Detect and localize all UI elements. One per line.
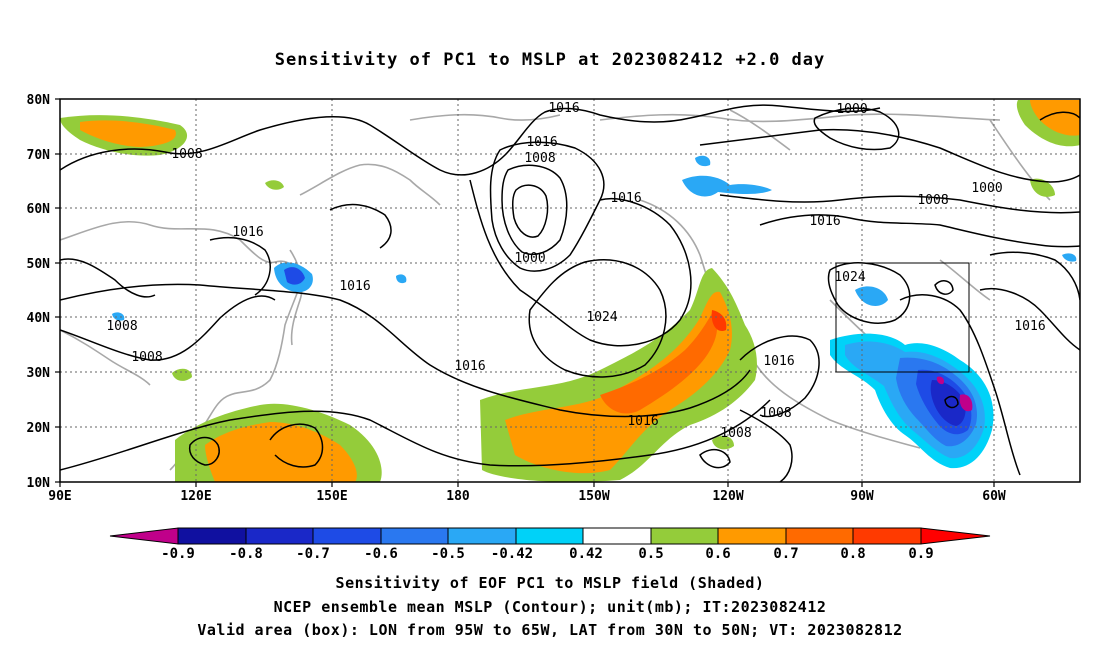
negative-region xyxy=(930,380,966,426)
colorbar-label: 0.9 xyxy=(908,546,933,562)
negative-region xyxy=(396,274,407,284)
contour-label: 1008 xyxy=(524,151,555,166)
contour-label: 1016 xyxy=(232,225,263,240)
negative-region xyxy=(695,155,711,167)
contour-label: 1016 xyxy=(339,279,370,294)
colorbar-cell xyxy=(785,527,854,545)
contour-label: 1008 xyxy=(171,147,202,162)
lat-label: 50N xyxy=(27,257,51,272)
colorbar-label: -0.5 xyxy=(431,546,465,562)
valid-area-box xyxy=(835,262,970,373)
lat-label: 80N xyxy=(27,93,51,108)
contour-label: 1024 xyxy=(834,270,865,285)
colorbar-label: -0.9 xyxy=(161,546,195,562)
positive-region xyxy=(1030,100,1080,136)
contour-label: 1000 xyxy=(971,181,1002,196)
contour-label: 1016 xyxy=(454,359,485,374)
contour-label: 1016 xyxy=(809,214,840,229)
colorbar-label: 0.8 xyxy=(840,546,865,562)
contour-label: 1008 xyxy=(917,193,948,208)
colorbar-label: 0.42 xyxy=(569,546,603,562)
map-title: Sensitivity of PC1 to MSLP at 2023082412… xyxy=(274,50,826,70)
lon-label: 90W xyxy=(850,489,874,504)
colorbar xyxy=(109,527,991,545)
map-frame xyxy=(59,98,1081,483)
colorbar-label: -0.42 xyxy=(491,546,533,562)
axis-ticks xyxy=(55,98,995,487)
colorbar-cell xyxy=(717,527,787,545)
map-panel: 1016 1000 1008 1016 1008 1016 1000 1016 … xyxy=(60,99,1080,482)
colorbar-label: -0.6 xyxy=(364,546,398,562)
lon-label: 60W xyxy=(982,489,1006,504)
mslp-contours xyxy=(60,104,1080,482)
lon-label: 120E xyxy=(180,489,211,504)
positive-region xyxy=(1030,178,1055,197)
lat-label: 40N xyxy=(27,311,51,326)
contour-label: 1016 xyxy=(763,354,794,369)
colorbar-cell xyxy=(650,527,719,545)
latitude-labels: 80N 70N 60N 50N 40N 30N 20N 10N xyxy=(27,93,51,491)
contour-label: 1008 xyxy=(131,350,162,365)
positive-region xyxy=(505,291,732,474)
colorbar-label: 0.7 xyxy=(773,546,798,562)
colorbar-cell xyxy=(447,527,517,545)
colorbar-cell xyxy=(177,527,247,545)
colorbar-cell xyxy=(312,527,382,545)
contour-label: 1016 xyxy=(548,101,579,116)
lon-label: 90E xyxy=(48,489,71,504)
contour-label: 1016 xyxy=(610,191,641,206)
contour-label: 1008 xyxy=(720,426,751,441)
colorbar-cell xyxy=(920,527,991,545)
negative-region xyxy=(936,376,945,385)
colorbar-cell xyxy=(852,527,922,545)
caption-line: Valid area (box): LON from 95W to 65W, L… xyxy=(197,621,903,639)
colorbar-label: -0.8 xyxy=(229,546,263,562)
colorbar-label: -0.7 xyxy=(296,546,330,562)
lat-label: 10N xyxy=(27,476,51,491)
contour-label: 1000 xyxy=(514,251,545,266)
caption-line: Sensitivity of EOF PC1 to MSLP field (Sh… xyxy=(335,574,765,592)
caption-line: NCEP ensemble mean MSLP (Contour); unit(… xyxy=(273,598,827,616)
colorbar-cell xyxy=(515,527,584,545)
positive-region xyxy=(205,422,357,482)
colorbar-cell xyxy=(380,527,449,545)
contour-label: 1008 xyxy=(760,406,791,421)
colorbar-cell xyxy=(582,527,652,545)
lat-label: 20N xyxy=(27,421,51,436)
negative-region xyxy=(284,267,305,285)
lat-label: 70N xyxy=(27,148,51,163)
lon-label: 180 xyxy=(446,489,470,504)
positive-region xyxy=(265,180,284,190)
positive-region xyxy=(80,120,176,147)
contour-label-group: 1016 1000 1008 1016 1008 1016 1000 1016 … xyxy=(106,101,1045,441)
lat-label: 30N xyxy=(27,366,51,381)
negative-region xyxy=(1062,253,1077,262)
contour-label: 1008 xyxy=(106,319,137,334)
colorbar-label: 0.5 xyxy=(638,546,663,562)
contour-label: 1000 xyxy=(836,102,867,117)
lon-label: 120W xyxy=(712,489,743,504)
positive-region xyxy=(711,310,727,332)
negative-region xyxy=(959,394,973,412)
colorbar-cell xyxy=(109,527,179,545)
contour-label: 1016 xyxy=(526,135,557,150)
negative-region xyxy=(855,286,888,306)
positive-region xyxy=(172,368,192,381)
colorbar-labels: -0.9 -0.8 -0.7 -0.6 -0.5 -0.42 0.42 0.5 … xyxy=(161,546,934,562)
lon-label: 150E xyxy=(316,489,347,504)
contour-label: 1016 xyxy=(1014,319,1045,334)
negative-region xyxy=(682,175,772,197)
lat-label: 60N xyxy=(27,202,51,217)
negative-region xyxy=(112,312,125,321)
colorbar-label: 0.6 xyxy=(705,546,730,562)
contour-label: 1024 xyxy=(586,310,617,325)
contour-label: 1016 xyxy=(627,414,658,429)
positive-region xyxy=(600,310,718,414)
lon-label: 150W xyxy=(578,489,609,504)
colorbar-cell xyxy=(245,527,314,545)
longitude-labels: 90E 120E 150E 180 150W 120W 90W 60W xyxy=(48,489,1006,504)
